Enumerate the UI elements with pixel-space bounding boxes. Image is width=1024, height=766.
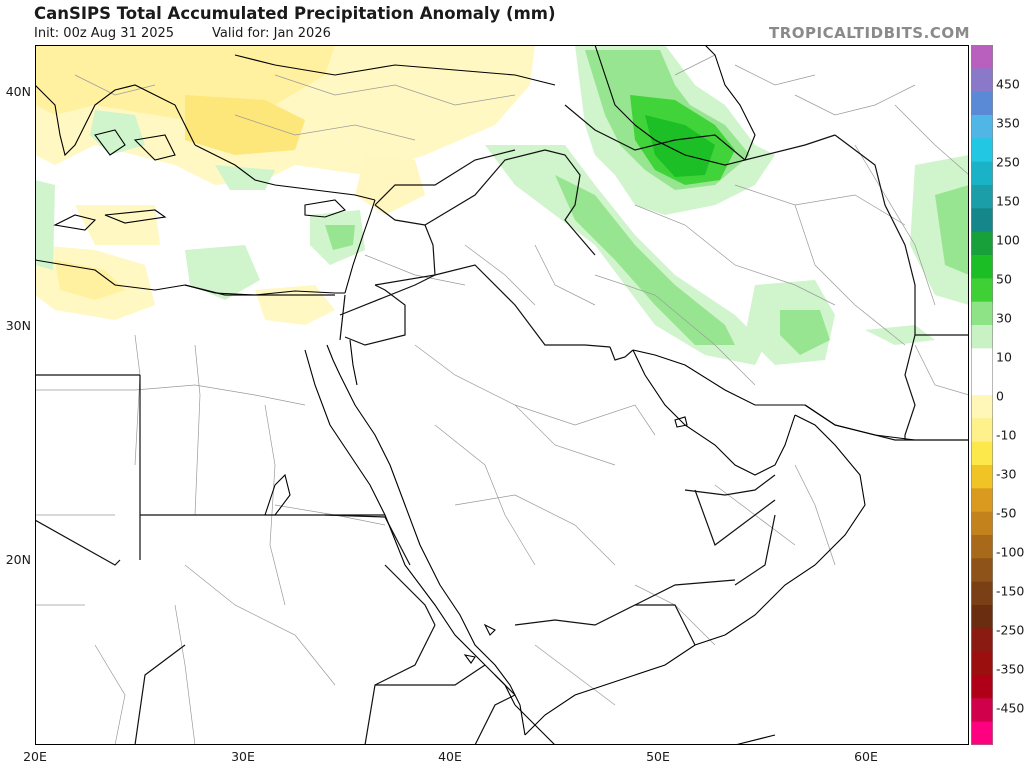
colorbar-label: -30 — [996, 466, 1017, 482]
lat-label-20n: 20N — [5, 552, 31, 567]
colorbar-swatch — [971, 558, 993, 583]
colorbar-swatch — [971, 301, 993, 326]
colorbar-swatch — [971, 395, 993, 419]
init-time: Init: 00z Aug 31 2025 — [34, 26, 175, 41]
colorbar-label: 50 — [996, 271, 1012, 287]
colorbar-swatch — [971, 535, 993, 559]
colorbar-swatch — [971, 278, 993, 303]
colorbar-swatch — [971, 675, 993, 699]
colorbar-swatch — [971, 68, 993, 93]
country-boundaries — [35, 104, 969, 745]
colorbar-label: -450 — [996, 700, 1024, 716]
chart-title: CanSIPS Total Accumulated Precipitation … — [34, 4, 556, 23]
colorbar-swatch — [971, 91, 993, 116]
colorbar-label: 100 — [996, 232, 1020, 248]
colorbar-swatch — [971, 348, 993, 373]
colorbar-swatch — [971, 441, 993, 466]
colorbar-swatch — [971, 138, 993, 163]
lon-label-20e: 20E — [23, 749, 47, 764]
colorbar-swatch — [971, 651, 993, 676]
colorbar-label: -100 — [996, 544, 1024, 560]
colorbar-swatch — [971, 325, 993, 349]
colorbar-swatch — [971, 208, 993, 233]
colorbar-label: -250 — [996, 622, 1024, 638]
colorbar-label: 10 — [996, 349, 1012, 365]
colorbar-swatch — [971, 511, 993, 536]
coastlines — [35, 45, 969, 745]
lon-label-50e: 50E — [646, 749, 670, 764]
lon-label-40e: 40E — [438, 749, 462, 764]
colorbar-label: -150 — [996, 583, 1024, 599]
colorbar-swatch — [971, 161, 993, 186]
colorbar-label: -350 — [996, 661, 1024, 677]
colorbar-label: 250 — [996, 154, 1020, 170]
valid-time: Valid for: Jan 2026 — [212, 26, 331, 41]
colorbar-label: 450 — [996, 76, 1020, 92]
lon-label-30e: 30E — [231, 749, 255, 764]
colorbar-swatch — [971, 255, 993, 279]
lon-label-60e: 60E — [854, 749, 878, 764]
colorbar-swatch — [971, 721, 993, 745]
site-watermark: TROPICALTIDBITS.COM — [769, 24, 970, 42]
colorbar-swatch — [971, 698, 993, 723]
wet-anomaly-shading — [35, 45, 969, 365]
colorbar-swatch — [971, 628, 993, 653]
colorbar-label: 150 — [996, 193, 1020, 209]
colorbar-label: -10 — [996, 427, 1017, 443]
colorbar-label: 350 — [996, 115, 1020, 131]
colorbar-swatch — [971, 465, 993, 489]
colorbar-label: 30 — [996, 310, 1012, 326]
lat-label-40n: 40N — [5, 84, 31, 99]
colorbar-border — [971, 45, 993, 745]
colorbar-swatch — [971, 371, 993, 396]
colorbar-swatch — [971, 45, 993, 69]
colorbar-swatch — [971, 605, 993, 629]
precip-anomaly-map — [35, 45, 969, 745]
colorbar — [971, 45, 993, 745]
colorbar-swatch — [971, 231, 993, 256]
colorbar-label: 0 — [996, 388, 1004, 404]
colorbar-swatch — [971, 488, 993, 513]
colorbar-swatch — [971, 581, 993, 606]
admin-boundaries — [35, 54, 969, 745]
colorbar-swatch — [971, 185, 993, 209]
axis-frame — [35, 45, 969, 745]
lat-label-30n: 30N — [5, 318, 31, 333]
colorbar-swatch — [971, 418, 993, 443]
colorbar-label: -50 — [996, 505, 1017, 521]
colorbar-swatch — [971, 115, 993, 139]
dry-anomaly-shading — [35, 45, 535, 325]
